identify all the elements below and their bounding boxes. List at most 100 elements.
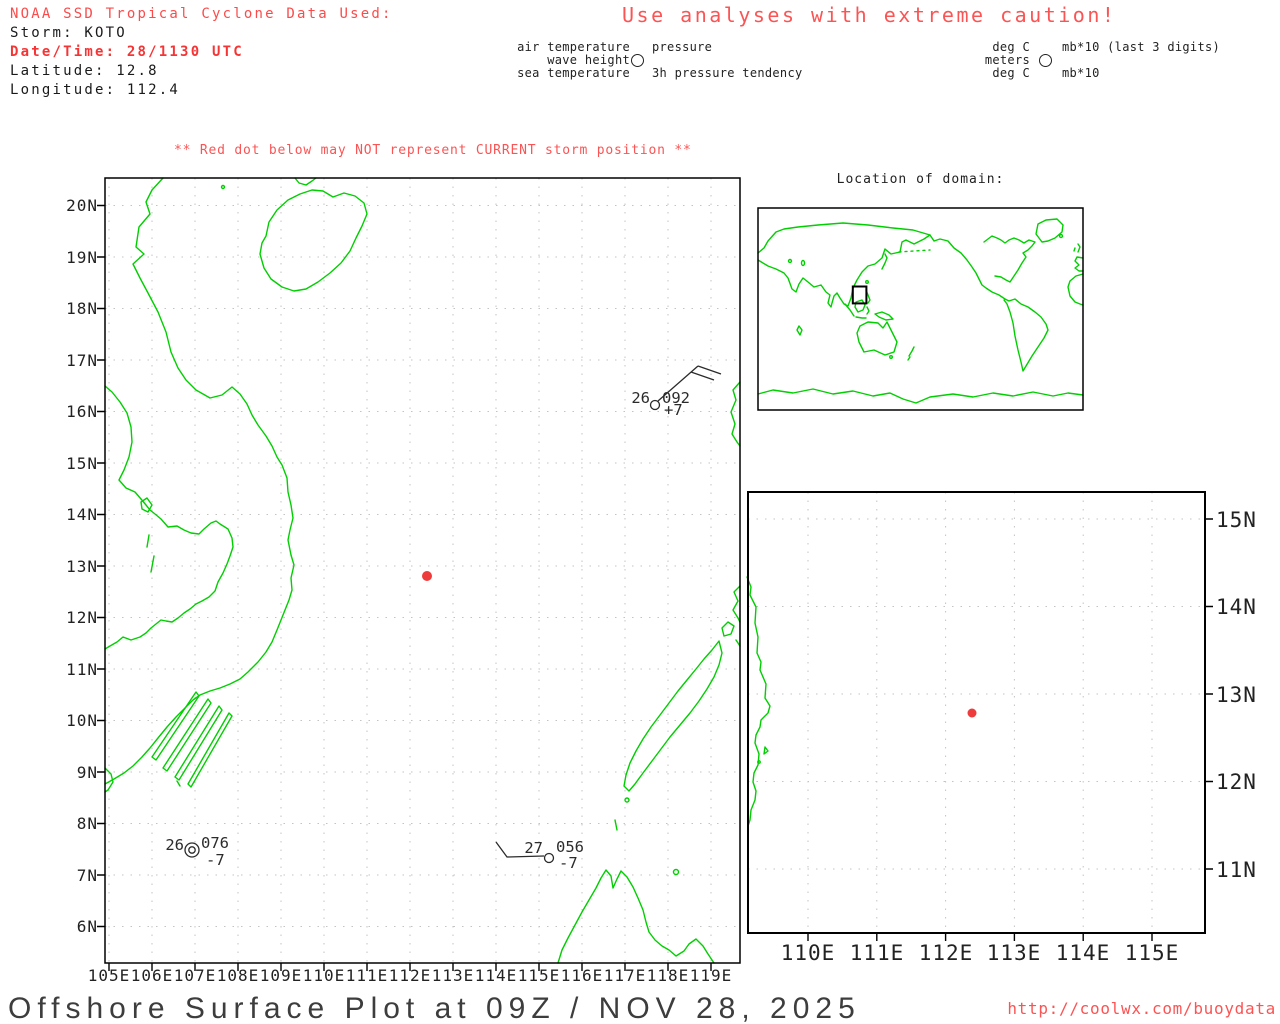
wave-height-circle-icon — [543, 852, 555, 864]
storm-position-dot — [422, 571, 432, 581]
palawan-island — [623, 640, 723, 792]
bottom-axis-ticks — [807, 933, 1153, 941]
wind-barb-icon — [495, 841, 545, 858]
inset-lon-label: 113E — [986, 941, 1042, 965]
legend-sea-temperature: sea temperature — [517, 66, 630, 80]
station-air-temp: 26 — [631, 389, 650, 407]
domain-rectangle — [851, 285, 868, 305]
lat-label: 14N — [66, 505, 98, 524]
small-islet — [220, 184, 226, 190]
small-island — [614, 819, 618, 831]
header-latitude: Latitude: 12.8 — [10, 63, 159, 79]
small-island — [672, 868, 680, 876]
inset-lon-label: 114E — [1055, 941, 1111, 965]
station-tendency: -7 — [206, 851, 225, 869]
header-storm-name: Storm: KOTO — [10, 25, 127, 41]
lat-label: 20N — [66, 196, 98, 215]
wind-barb-icon — [657, 365, 722, 402]
vietnam-coast-fragment — [746, 576, 771, 827]
main-map: 26 092 +7 26 076 -7 27 056 -7 — [97, 177, 741, 971]
small-island — [624, 797, 630, 803]
lat-label: 7N — [76, 866, 98, 885]
station-air-temp: 27 — [524, 839, 543, 857]
lat-label: 18N — [66, 299, 98, 318]
china-coast-fragment — [294, 177, 317, 186]
header-longitude: Longitude: 112.4 — [10, 82, 181, 98]
station-air-temp: 26 — [165, 836, 184, 854]
world-location-map — [757, 207, 1084, 411]
station-circle-icon — [1039, 54, 1052, 67]
storm-position-warning: ** Red dot below may NOT represent CURRE… — [174, 143, 692, 158]
lat-label: 15N — [66, 454, 98, 473]
coastlines — [104, 177, 741, 964]
inset-lat-label: 15N — [1216, 508, 1257, 532]
source-url: http://coolwx.com/buoydata — [1007, 999, 1276, 1018]
lat-label: 6N — [76, 917, 98, 936]
grid-vertical — [108, 178, 712, 963]
station-pressure: 056 — [556, 838, 584, 856]
gulf-coast-fragment — [104, 767, 181, 793]
station-pressure: 092 — [662, 389, 690, 407]
legend-pressure-tendency: 3h pressure tendency — [652, 66, 803, 80]
legend-unit-air: deg C — [992, 40, 1030, 54]
busuanga-island — [721, 621, 741, 647]
calm-inner-circle-icon — [188, 846, 196, 854]
main-map-border — [104, 177, 741, 964]
world-inset-title: Location of domain: — [836, 172, 1005, 187]
inset-lat-label: 14N — [1216, 595, 1257, 619]
lon-label: 107E — [173, 966, 217, 985]
lon-label: 117E — [603, 966, 647, 985]
plot-title: Offshore Surface Plot at 09Z / NOV 28, 2… — [8, 992, 861, 1024]
inset-lat-label: 13N — [1216, 683, 1257, 707]
lat-label: 8N — [76, 814, 98, 833]
lat-label: 12N — [66, 608, 98, 627]
station-plot: 26 092 +7 — [631, 365, 722, 419]
small-islet — [757, 760, 761, 764]
bottom-axis-ticks — [108, 963, 712, 971]
lon-label: 119E — [689, 966, 733, 985]
lon-label: 115E — [517, 966, 561, 985]
zoom-inset-map — [746, 491, 1213, 941]
legend-pressure: pressure — [652, 40, 713, 54]
legend-unit-wave: meters — [984, 53, 1030, 67]
legend-unit-sea: deg C — [992, 66, 1030, 80]
inset-lat-label: 12N — [1216, 770, 1257, 794]
wave-height-circle-icon — [184, 842, 200, 858]
luzon-coast-fragment — [730, 381, 741, 447]
lon-label: 116E — [560, 966, 604, 985]
lon-label: 106E — [130, 966, 174, 985]
legend-unit-tendency: mb*10 — [1062, 66, 1100, 80]
station-tendency: -7 — [559, 854, 578, 872]
right-axis-ticks — [1205, 518, 1213, 870]
inset-lon-label: 110E — [780, 941, 836, 965]
lon-label: 111E — [345, 966, 389, 985]
lon-label: 110E — [302, 966, 346, 985]
station-pressure: 076 — [201, 834, 229, 852]
inset-map-border — [747, 491, 1206, 934]
inset-lat-label: 11N — [1216, 858, 1257, 882]
lat-label: 16N — [66, 402, 98, 421]
station-circle-icon — [631, 54, 644, 67]
station-plot: 26 076 -7 — [165, 834, 229, 869]
lon-label: 118E — [646, 966, 690, 985]
world-coastlines — [757, 218, 1084, 404]
lon-label: 113E — [431, 966, 475, 985]
lon-label: 112E — [388, 966, 432, 985]
header-noaa-line: NOAA SSD Tropical Cyclone Data Used: — [10, 6, 393, 22]
lon-label: 109E — [259, 966, 303, 985]
borneo-coastline — [557, 869, 715, 964]
lon-label: 108E — [216, 966, 260, 985]
hainan-island — [259, 189, 368, 292]
small-islet — [763, 746, 769, 755]
lon-label: 105E — [87, 966, 131, 985]
vietnam-coastline — [104, 177, 295, 785]
station-plot: 27 056 -7 — [495, 838, 584, 872]
mindoro-coast-fragment — [732, 585, 741, 623]
world-map-border — [757, 207, 1084, 411]
mekong-river-line — [104, 385, 234, 650]
storm-position-dot — [967, 708, 977, 718]
legend-unit-pressure: mb*10 (last 3 digits) — [1062, 40, 1221, 54]
station-plots: 26 092 +7 26 076 -7 27 056 -7 — [165, 365, 722, 872]
legend-wave-height: wave height — [547, 53, 630, 67]
